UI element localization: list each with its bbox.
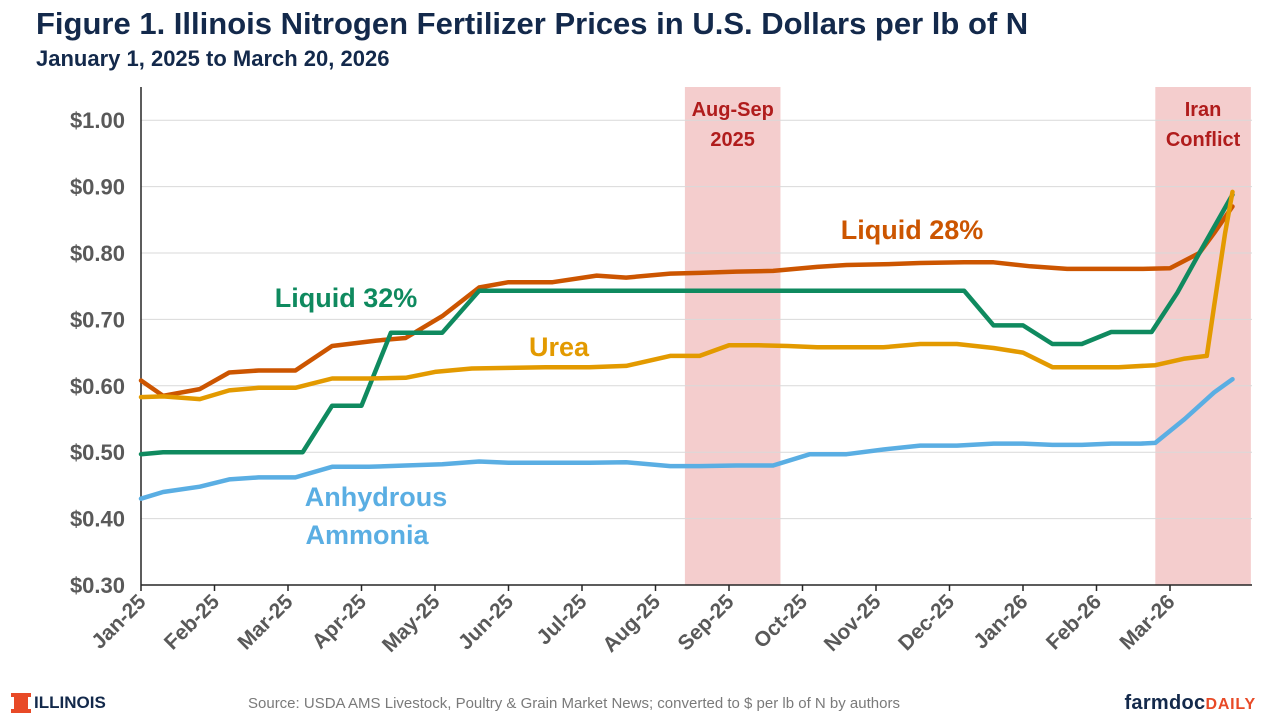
shaded-region-1 (1155, 87, 1251, 585)
x-tick-label: Sep-25 (674, 590, 739, 655)
x-tick-label: Feb-26 (1042, 590, 1106, 654)
shaded-region-label: Aug-Sep (692, 99, 774, 121)
y-tick-label: $0.80 (70, 241, 125, 266)
series-line-anhydrous-ammonia (138, 376, 1235, 501)
x-tick-label: May-25 (378, 590, 445, 657)
series-line-liquid-28- (138, 204, 1235, 399)
line-chart: $0.30 $0.40 $0.50 $0.60 $0.70 $0.80 $0.90 $1.00… (70, 87, 1252, 657)
x-tick-label: Jan-25 (87, 590, 151, 654)
illinois-logo-text: ILLINOIS (34, 693, 106, 712)
x-tick-label: Mar-26 (1115, 590, 1179, 654)
series-label: Liquid 32% (275, 283, 418, 313)
series-label: Urea (529, 332, 590, 362)
x-tick-label: Jan-26 (969, 590, 1032, 653)
y-tick-label: $0.70 (70, 307, 125, 332)
series-line-urea (138, 189, 1235, 402)
shaded-region-0 (684, 87, 781, 585)
series-label: Liquid 28% (841, 215, 984, 245)
x-tick-label: Apr-25 (308, 590, 372, 654)
series-line-liquid-32- (138, 192, 1235, 457)
illinois-block-i-icon (11, 693, 31, 713)
brand-main-text: farmdoc (1124, 692, 1206, 714)
y-tick-label: $0.40 (70, 507, 125, 532)
y-tick-label: $0.50 (70, 440, 125, 465)
farmdoc-daily-logo: farmdocDAILY (1124, 692, 1256, 715)
series-label: Anhydrous (305, 482, 448, 512)
y-tick-label: $0.90 (70, 175, 125, 200)
x-tick-label: Jul-25 (532, 590, 591, 649)
x-tick-label: Aug-25 (598, 590, 665, 657)
x-tick-label: Oct-25 (750, 590, 813, 653)
x-tick-label: Dec-25 (894, 590, 959, 655)
illinois-logo: ILLINOIS (11, 693, 106, 713)
chart-subtitle: January 1, 2025 to March 20, 2026 (36, 46, 390, 71)
series-label: Ammonia (305, 520, 429, 550)
shaded-region-label: Iran (1185, 99, 1222, 121)
y-tick-label: $0.30 (70, 573, 125, 598)
x-tick-label: Nov-25 (820, 590, 886, 656)
shaded-region-label: 2025 (710, 129, 755, 151)
x-tick-label: Feb-25 (160, 590, 224, 654)
source-note: Source: USDA AMS Livestock, Poultry & Gr… (248, 695, 900, 712)
x-tick-label: Jun-25 (454, 590, 518, 654)
chart-title: Figure 1. Illinois Nitrogen Fertilizer P… (36, 6, 1029, 41)
y-tick-label: $1.00 (70, 108, 125, 133)
shaded-region-label: Conflict (1166, 129, 1241, 151)
y-tick-label: $0.60 (70, 374, 125, 399)
brand-suffix-text: DAILY (1205, 696, 1256, 713)
x-tick-label: Mar-25 (233, 590, 297, 654)
